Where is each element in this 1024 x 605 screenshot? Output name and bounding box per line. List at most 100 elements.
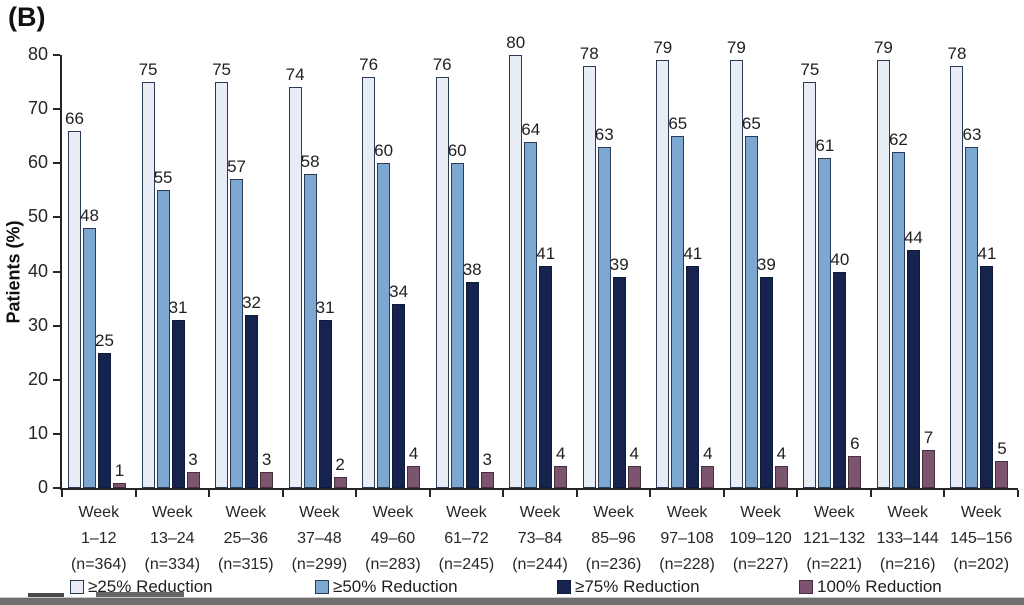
bar-100reduction xyxy=(554,466,568,488)
bar-value-label: 75 xyxy=(212,60,232,80)
bar-25reduction xyxy=(656,60,670,488)
bar-value-label: 76 xyxy=(432,54,452,74)
category-range-line: 25–36 xyxy=(223,530,269,547)
bar-25reduction xyxy=(215,82,229,488)
y-tick-label: 20 xyxy=(27,368,48,389)
bar-value-label: 57 xyxy=(227,157,247,177)
bar-value-label: 60 xyxy=(374,141,394,161)
bar-50reduction xyxy=(156,190,170,488)
category-week-line: Week xyxy=(813,504,855,521)
category-range-line: 61–72 xyxy=(444,530,489,547)
bar-value-label: 4 xyxy=(555,444,566,464)
category-week-line: Week xyxy=(519,504,561,521)
category-week-line: Week xyxy=(372,504,414,521)
bar-50reduction xyxy=(377,163,391,488)
legend-item: ≥25% Reduction xyxy=(70,577,213,597)
y-axis-tick xyxy=(53,378,60,381)
bar-100reduction xyxy=(186,471,200,488)
bar-50reduction xyxy=(230,179,244,488)
bar-50reduction xyxy=(597,147,611,488)
y-axis-tick xyxy=(53,54,60,56)
bottom-divider-bar xyxy=(0,597,1024,605)
legend-swatch-4 xyxy=(799,580,813,594)
y-axis-tick xyxy=(53,270,60,273)
bar-value-label: 3 xyxy=(188,449,198,469)
bar-value-label: 4 xyxy=(776,444,787,464)
bar-100reduction xyxy=(480,471,494,488)
bar-50reduction xyxy=(818,157,832,488)
x-axis-tick xyxy=(869,490,872,497)
x-axis-category: Week 85–96 (n=236) xyxy=(577,500,651,578)
bar-value-label: 32 xyxy=(242,292,262,312)
category-n-line: (n=221) xyxy=(806,556,862,573)
bar-25reduction xyxy=(950,65,964,488)
category-week-line: Week xyxy=(299,504,340,521)
bar-value-label: 58 xyxy=(300,152,320,172)
legend-item: ≥75% Reduction xyxy=(557,577,700,597)
category-n-line: (n=245) xyxy=(438,556,495,573)
bar-value-label: 39 xyxy=(756,254,776,274)
bar-value-label: 61 xyxy=(815,135,835,155)
bar-100reduction xyxy=(701,466,715,488)
x-axis-line xyxy=(60,488,1018,490)
bar-100reduction xyxy=(995,460,1009,488)
bar-value-label: 63 xyxy=(594,125,614,144)
bar-25reduction xyxy=(509,55,523,488)
bar-100reduction xyxy=(113,482,126,488)
bar-50reduction xyxy=(891,152,905,488)
bar-25reduction xyxy=(729,60,743,488)
bar-50reduction xyxy=(671,136,685,488)
bar-value-label: 39 xyxy=(609,254,629,274)
bar-50reduction xyxy=(744,136,758,488)
bar-value-label: 4 xyxy=(703,444,713,464)
bar-50reduction xyxy=(83,228,96,488)
bar-75reduction xyxy=(318,320,332,488)
bar-75reduction xyxy=(612,276,626,488)
x-axis-tick xyxy=(428,490,431,497)
bar-value-label: 78 xyxy=(947,43,967,63)
bar-value-label: 74 xyxy=(285,65,305,85)
y-axis-tick xyxy=(53,324,60,327)
category-range-line: 37–48 xyxy=(297,530,342,547)
category-n-line: (n=315) xyxy=(218,556,274,573)
bar-value-label: 41 xyxy=(536,244,556,264)
bar-value-label: 65 xyxy=(668,114,688,134)
bar-value-label: 4 xyxy=(408,444,419,464)
x-axis-tick xyxy=(134,490,137,497)
x-axis-tick xyxy=(281,490,284,497)
category-n-line: (n=236) xyxy=(585,556,642,573)
category-range-line: 13–24 xyxy=(150,530,195,547)
bar-value-label: 31 xyxy=(315,298,335,318)
y-tick-label: 30 xyxy=(27,314,48,335)
y-tick-label: 60 xyxy=(27,152,48,173)
bar-75reduction xyxy=(833,271,847,488)
bar-value-label: 63 xyxy=(962,125,982,144)
category-range-line: 133–144 xyxy=(876,530,939,547)
category-week-line: Week xyxy=(151,504,193,521)
y-tick-label: 0 xyxy=(37,477,48,497)
y-tick-label: 50 xyxy=(27,206,48,227)
legend-swatch-3 xyxy=(557,580,571,594)
legend-swatch-1 xyxy=(70,580,84,594)
y-axis-tick xyxy=(53,432,60,435)
category-week-line: Week xyxy=(225,504,267,521)
category-range-line: 97–108 xyxy=(660,530,714,547)
category-range-line: 1–12 xyxy=(80,530,117,547)
bar-value-label: 5 xyxy=(997,438,1007,458)
y-axis-tick xyxy=(53,216,60,219)
bar-75reduction xyxy=(686,266,700,488)
y-tick-label: 10 xyxy=(27,422,48,443)
category-n-line: (n=364) xyxy=(70,556,127,573)
x-axis-tick xyxy=(722,490,725,497)
category-n-line: (n=228) xyxy=(659,556,715,573)
bar-75reduction xyxy=(245,314,259,488)
bar-value-label: 78 xyxy=(579,43,599,63)
legend-label: ≥50% Reduction xyxy=(333,577,458,596)
y-axis-tick xyxy=(53,108,60,111)
bar-value-label: 44 xyxy=(903,227,923,247)
bar-value-label: 65 xyxy=(741,114,761,134)
bar-100reduction xyxy=(260,471,274,488)
category-range-line: 85–96 xyxy=(591,530,636,547)
bar-value-label: 3 xyxy=(261,449,272,469)
category-week-line: Week xyxy=(78,504,120,521)
